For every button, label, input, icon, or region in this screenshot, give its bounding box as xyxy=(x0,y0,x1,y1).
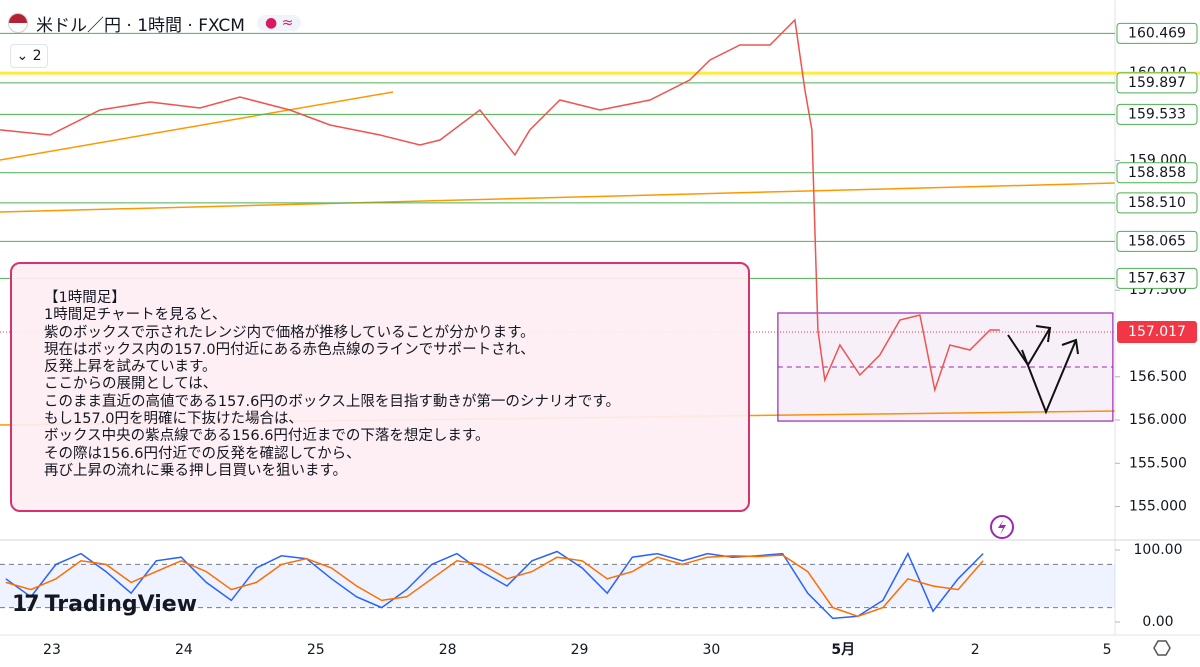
x-tick-label: 24 xyxy=(175,642,193,658)
x-tick-label: 28 xyxy=(439,642,457,658)
current-price-box xyxy=(1117,321,1197,344)
flag-icon xyxy=(8,13,28,33)
series-line xyxy=(0,18,1000,393)
level-label: 158.858 xyxy=(1128,165,1186,181)
x-tick-label: 29 xyxy=(571,642,589,658)
x-tick-label: 2 xyxy=(971,642,980,658)
x-tick-label: 23 xyxy=(43,642,61,658)
level-label-box xyxy=(1116,72,1198,94)
brand-logo: 17 xyxy=(12,592,40,617)
note-line: 現在はボックス内の157.0円付近にある赤色点線のラインでサポートされ、 xyxy=(44,341,535,358)
level-label-box xyxy=(1116,267,1198,289)
series-line xyxy=(5,554,984,618)
current-price-label: 157.017 xyxy=(1128,324,1186,340)
level-label: 158.510 xyxy=(1128,195,1186,211)
series-line xyxy=(5,550,984,620)
note-line: 【1時間足】 xyxy=(44,290,126,306)
level-label: 159.533 xyxy=(1128,106,1186,122)
scenario-arrow xyxy=(1035,325,1052,343)
symbol-title: 米ドル／円 · 1時間 · FXCM xyxy=(36,15,245,36)
level-label: 157.637 xyxy=(1128,270,1186,286)
symbol-header: 米ドル／円 · 1時間 · FXCM ● ≈ xyxy=(8,10,302,36)
band-fill xyxy=(0,564,1115,608)
badge[interactable]: ● ≈ xyxy=(256,15,302,31)
note-line: 再び上昇の流れに乗る押し目買いを狙います。 xyxy=(44,462,348,479)
indicator-count: 2 xyxy=(32,48,42,64)
note-line: その際は156.6円付近での反発を確認してから、 xyxy=(44,445,361,462)
indicator-toggle[interactable]: ⌄ 2 xyxy=(10,44,48,68)
level-label: 160.469 xyxy=(1128,25,1186,41)
level-label-box xyxy=(1116,103,1198,125)
brand: 17 TradingView xyxy=(12,592,197,617)
y-tick-label: 0.00 xyxy=(1142,614,1173,630)
y-tick-label: 100.00 xyxy=(1134,542,1183,558)
note-line: ボックス中央の紫点線である156.6円付近までの下落を想定します。 xyxy=(44,428,490,445)
scenario-arrow xyxy=(1021,339,1077,415)
note-line: もし157.0円を明確に下抜けた場合は、 xyxy=(44,411,304,428)
trendline xyxy=(0,91,394,161)
annotation-box: 【1時間足】 1時間足チャートを見ると、 紫のボックスで示されたレンジ内で価格が推移… xyxy=(10,262,750,512)
x-tick-label: 25 xyxy=(307,642,325,658)
y-tick-label: 156.000 xyxy=(1129,412,1187,428)
level-label-box xyxy=(1116,192,1198,214)
level-label: 159.897 xyxy=(1128,75,1186,91)
y-tick-label: 155.500 xyxy=(1129,455,1187,471)
brand-name: TradingView xyxy=(44,592,198,617)
y-tick-label: 156.500 xyxy=(1129,369,1187,385)
note-line: このまま直近の高値である157.6円のボックス上限を目指す動きが第一のシナリオで… xyxy=(44,393,620,410)
scenario-arrow xyxy=(1061,338,1079,355)
y-tick-label: 155.000 xyxy=(1129,499,1187,515)
level-label-box xyxy=(1116,22,1198,44)
alert-icon xyxy=(998,519,1006,535)
level-label-box xyxy=(1116,230,1198,252)
x-tick-label: 5月 xyxy=(831,642,855,658)
note-line: ここからの展開としては、 xyxy=(44,376,218,393)
note-line: 1時間足チャートを見ると、 xyxy=(44,307,227,324)
level-label-box xyxy=(1116,162,1198,184)
range-box xyxy=(777,312,1114,422)
x-tick-label: 30 xyxy=(703,642,721,658)
settings-icon[interactable] xyxy=(1153,640,1171,656)
trendline xyxy=(0,182,1116,213)
note-line: 紫のボックスで示されたレンジ内で価格が推移していることが分かります。 xyxy=(44,324,535,341)
level-label: 158.065 xyxy=(1128,233,1186,249)
x-tick-label: 5 xyxy=(1103,642,1112,658)
note-line: 反発上昇を試みています。 xyxy=(44,359,217,376)
